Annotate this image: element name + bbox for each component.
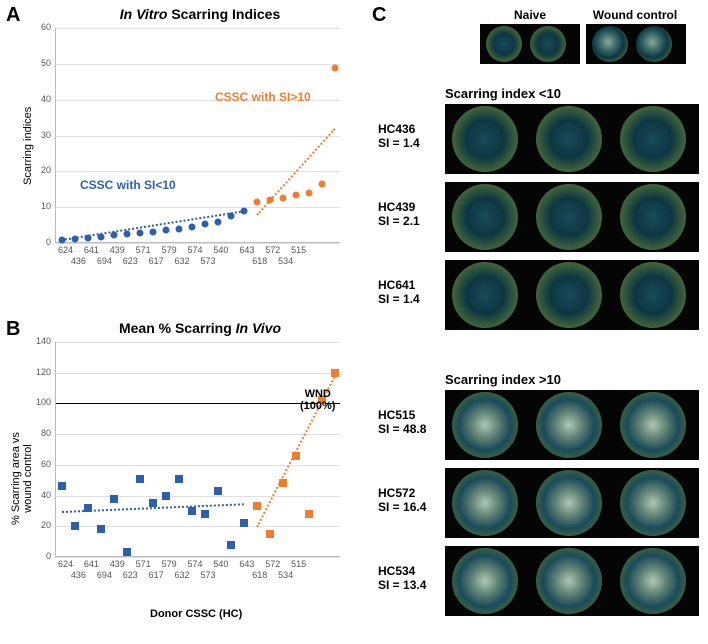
- chart-a-area: [55, 28, 340, 243]
- chart-b-ylabel: % Scarring area vs wound control: [10, 432, 34, 525]
- chart-a-ylabel: Scarring indices: [22, 107, 34, 185]
- col-header-wound: Wound control: [580, 8, 690, 22]
- chart-b-title-pre: Mean % Scarring: [119, 320, 236, 336]
- chart-a-annot-blue: CSSC with SI<10: [80, 178, 176, 192]
- chart-b-xlabel: Donor CSSC (HC): [150, 608, 242, 620]
- panel-a-label: A: [6, 4, 20, 27]
- img-wound-1: [592, 26, 628, 62]
- panel-b-label: B: [6, 318, 20, 341]
- section-header-2: Scarring index >10: [445, 372, 561, 387]
- img-naive-1: [486, 26, 522, 62]
- img-naive-2: [530, 26, 566, 62]
- img-wound-2: [636, 26, 672, 62]
- chart-b-title: Mean % Scarring In Vivo: [80, 320, 320, 336]
- chart-b-title-italic: In Vivo: [236, 320, 281, 336]
- chart-a-title-rest: Scarring Indices: [167, 6, 280, 22]
- chart-a-title-italic: In Vitro: [120, 6, 168, 22]
- col-header-naive: Naive: [490, 8, 570, 22]
- panel-c-label: C: [372, 4, 386, 27]
- chart-b-area: [55, 342, 340, 557]
- section-header-1: Scarring index <10: [445, 86, 561, 101]
- chart-b-wnd-label: WND (100%): [300, 388, 335, 412]
- chart-a-title: In Vitro Scarring Indices: [80, 6, 320, 22]
- chart-a-annot-orange: CSSC with SI>10: [215, 90, 311, 104]
